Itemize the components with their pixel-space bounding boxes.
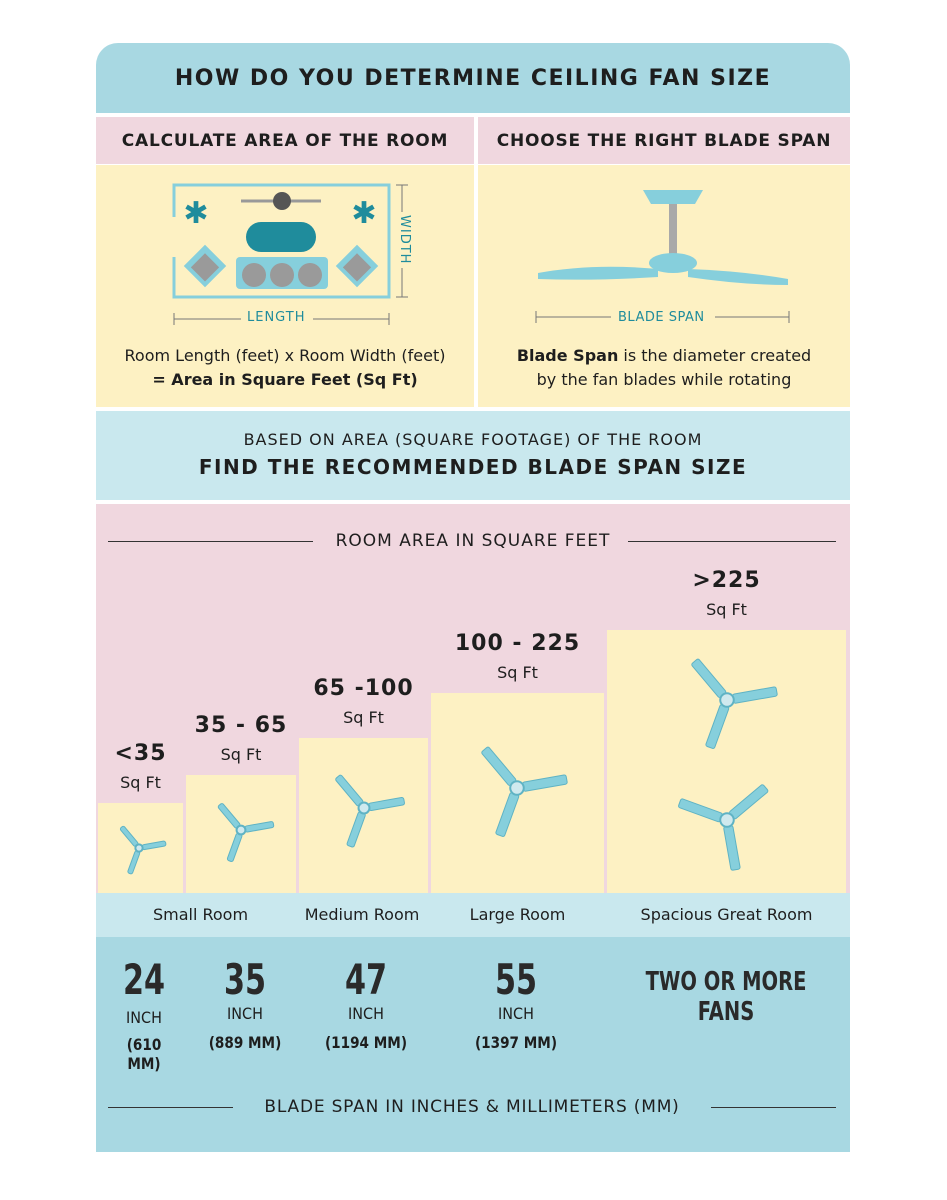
size-47: 47 INCH (1194 MM) <box>316 955 416 1052</box>
size-unit: INCH <box>348 1004 384 1023</box>
size-24: 24 INCH (610 MM) <box>104 955 184 1073</box>
ceiling-fan-icon <box>119 825 167 875</box>
description-text: by the fan blades while rotating <box>536 370 792 389</box>
room-area-chart: ROOM AREA IN SQUARE FEET <35 Sq Ft 35 - 65… <box>96 504 850 893</box>
band-subtitle: BASED ON AREA (SQUARE FOOTAGE) OF THE RO… <box>243 430 703 449</box>
room-type-spacious: Spacious Great Room <box>640 905 813 924</box>
area-unit-label: Sq Ft <box>343 708 384 727</box>
divider <box>108 1107 233 1108</box>
right-header: CHOOSE THE RIGHT BLADE SPAN <box>478 117 850 164</box>
length-label: LENGTH <box>247 310 306 325</box>
fan-blade <box>495 792 520 837</box>
ceiling-fan-icon <box>678 784 769 871</box>
width-label: WIDTH <box>397 215 412 265</box>
description-text: is the diameter created <box>618 346 812 365</box>
divider <box>628 541 836 542</box>
formula: Room Length (feet) x Room Width (feet) =… <box>96 344 474 392</box>
room-type-large: Large Room <box>469 905 566 924</box>
svg-text:✱: ✱ <box>351 196 376 231</box>
blade-span-label: BLADE SPAN <box>618 310 705 325</box>
size-inches: 24 <box>122 955 166 1004</box>
blade-span-description: Blade Span is the diameter created by th… <box>478 344 850 392</box>
fan-hub <box>357 801 371 815</box>
fan-blade <box>141 840 167 851</box>
size-35: 35 INCH (889 MM) <box>200 955 290 1052</box>
size-unit: INCH <box>498 1004 534 1023</box>
size-mm: (610 MM) <box>126 1035 162 1073</box>
svg-text:✱: ✱ <box>183 196 208 231</box>
area-unit-label: Sq Ft <box>220 745 262 764</box>
divider <box>711 1107 836 1108</box>
fan-blade <box>705 704 730 749</box>
fan-hub <box>509 780 525 796</box>
area-tier-bar <box>186 775 296 893</box>
room-type-row: Small Room Medium Room Large Room Spacio… <box>96 893 850 937</box>
fan-blade <box>217 803 241 829</box>
room-layout-icon: ✱ ✱ <box>170 183 409 327</box>
ceiling-fan-icon <box>691 658 778 749</box>
blade-span-sizes: 24 INCH (610 MM) 35 INCH (889 MM) 47 INCH (119… <box>96 937 850 1152</box>
area-unit-label: Sq Ft <box>497 663 538 682</box>
area-unit-label: Sq Ft <box>706 600 747 619</box>
room-type-medium: Medium Room <box>304 905 420 924</box>
fan-blade <box>729 784 769 820</box>
left-header: CALCULATE AREA OF THE ROOM <box>96 117 474 164</box>
footer-caption: BLADE SPAN IN INCHES & MILLIMETERS (MM) <box>264 1097 680 1117</box>
size-inches: 55 <box>494 955 538 1004</box>
room-type-small: Small Room <box>152 905 249 924</box>
fan-blade <box>127 850 141 875</box>
fan-blade <box>119 825 139 847</box>
infographic: HOW DO YOU DETERMINE CEILING FAN SIZE CA… <box>96 43 850 1152</box>
area-tier-bar <box>431 693 604 893</box>
area-range-label: 100 - 225 <box>454 631 581 656</box>
blade-span-term: Blade Span <box>516 346 619 365</box>
band-title: FIND THE RECOMMENDED BLADE SPAN SIZE <box>198 455 748 479</box>
area-range-label: >225 <box>692 568 761 593</box>
fan-hub <box>235 824 247 836</box>
ceiling-fan-icon <box>535 190 790 325</box>
size-mm: (1194 MM) <box>324 1033 408 1052</box>
main-title: HOW DO YOU DETERMINE CEILING FAN SIZE <box>96 43 850 113</box>
fan-blade <box>368 797 405 812</box>
fan-blade <box>481 746 517 786</box>
fan-hub <box>719 812 735 828</box>
fan-hub <box>134 843 144 853</box>
area-range-label: 35 - 65 <box>194 713 288 738</box>
fan-blade <box>335 774 364 807</box>
ceiling-fan-icon <box>481 746 568 837</box>
area-range-label: 65 -100 <box>313 676 414 701</box>
size-unit: INCH <box>227 1004 263 1023</box>
size-55: 55 INCH (1397 MM) <box>466 955 566 1052</box>
area-tier-bar <box>607 630 846 893</box>
area-tier-bar <box>98 803 183 893</box>
fan-blade <box>522 774 568 792</box>
area-range-label: <35 <box>114 741 167 766</box>
area-tier-bar <box>299 738 428 893</box>
area-heading: ROOM AREA IN SQUARE FEET <box>335 531 611 551</box>
divider <box>108 541 313 542</box>
formula-result: = Area in Square Feet (Sq Ft) <box>152 370 418 389</box>
area-unit-label: Sq Ft <box>120 773 161 792</box>
multiple-fans-label: TWO OR MORE FANS <box>645 967 807 1027</box>
fan-blade <box>732 686 778 704</box>
fan-blade <box>691 658 727 698</box>
size-inches: 35 <box>223 955 267 1004</box>
ceiling-fan-icon <box>217 803 275 862</box>
room-area-panel: ✱ ✱ WIDTH LENGTH Room Length (feet) x Ro… <box>96 165 474 407</box>
fan-blade <box>346 811 366 848</box>
fan-blade <box>678 798 723 823</box>
fan-blade <box>244 821 275 833</box>
size-mm: (1397 MM) <box>474 1033 558 1052</box>
size-unit: INCH <box>126 1008 162 1027</box>
fan-blade <box>723 825 741 871</box>
size-inches: 47 <box>344 955 388 1004</box>
size-mm: (889 MM) <box>208 1033 282 1052</box>
blade-span-panel: BLADE SPAN Blade Span is the diameter cr… <box>478 165 850 407</box>
fan-blade <box>226 832 243 862</box>
fan-hub <box>719 692 735 708</box>
formula-line: Room Length (feet) x Room Width (feet) <box>124 346 446 365</box>
ceiling-fan-icon <box>335 774 405 848</box>
recommendation-band: BASED ON AREA (SQUARE FOOTAGE) OF THE RO… <box>96 411 850 500</box>
